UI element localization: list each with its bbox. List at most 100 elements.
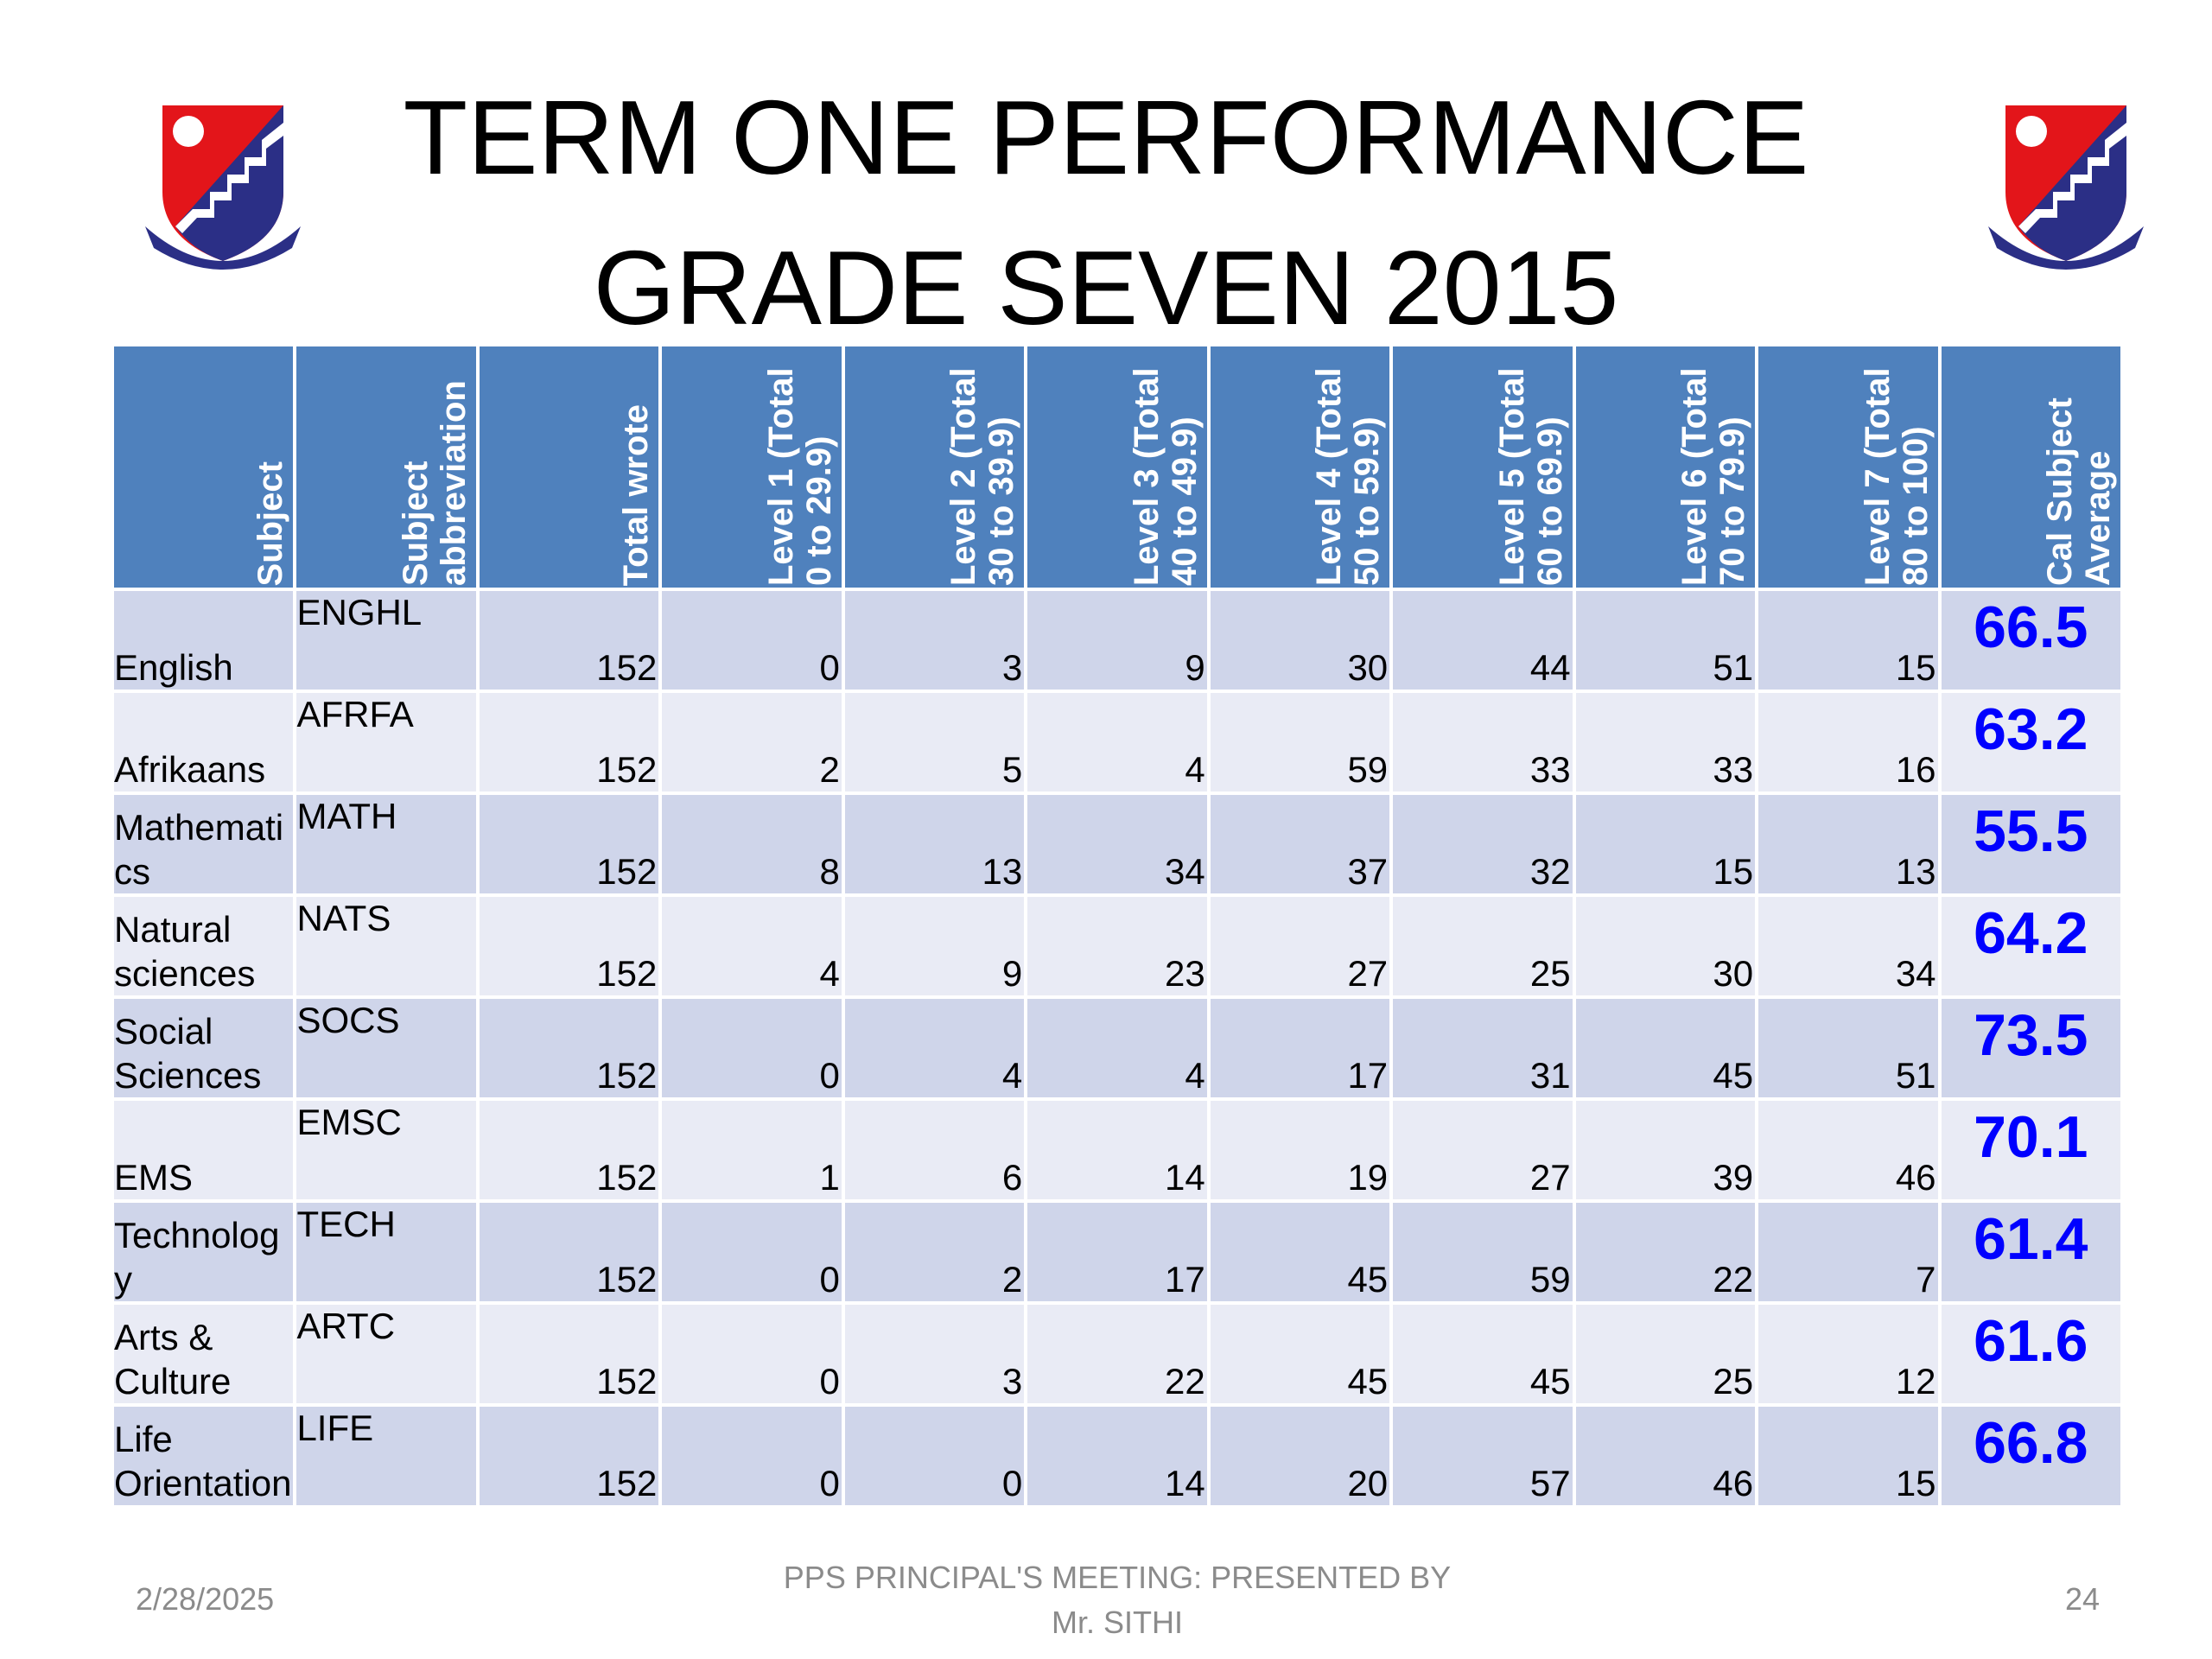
table-cell: 17 xyxy=(1210,999,1390,1097)
table-cell: 59 xyxy=(1210,693,1390,791)
table-cell: 51 xyxy=(1758,999,1938,1097)
table-cell: 66.8 xyxy=(1941,1407,2120,1505)
table-cell: 61.6 xyxy=(1941,1305,2120,1403)
table-cell: 22 xyxy=(1027,1305,1207,1403)
header-text: Level 1 (Total 0 to 29.9) xyxy=(761,367,838,586)
table-cell: SOCS xyxy=(296,999,476,1097)
table-cell: 15 xyxy=(1758,1407,1938,1505)
table-cell: EMSC xyxy=(296,1101,476,1199)
table-cell: TECH xyxy=(296,1203,476,1301)
table-cell: 1 xyxy=(662,1101,842,1199)
table-cell: 13 xyxy=(1758,795,1938,893)
header-cell: Level 5 (Total 60 to 69.9) xyxy=(1393,346,1573,588)
table-cell: AFRFA xyxy=(296,693,476,791)
table-cell: 4 xyxy=(662,897,842,995)
header-cell: Subject xyxy=(114,346,294,588)
table-cell: 4 xyxy=(1027,693,1207,791)
table-cell: Afrikaans xyxy=(114,693,294,791)
header-text: Level 6 (Total 70 to 79.9) xyxy=(1675,367,1752,586)
table-cell: 152 xyxy=(479,693,659,791)
table-cell: 152 xyxy=(479,999,659,1097)
table-cell: 19 xyxy=(1210,1101,1390,1199)
table-cell: 4 xyxy=(1027,999,1207,1097)
table-cell: 31 xyxy=(1393,999,1573,1097)
table-cell: 152 xyxy=(479,1203,659,1301)
header-cell: Level 7 (Total 80 to 100) xyxy=(1758,346,1938,588)
table-cell: NATS xyxy=(296,897,476,995)
table-cell: 17 xyxy=(1027,1203,1207,1301)
table-cell: Life Orientation xyxy=(114,1407,294,1505)
title-line: TERM ONE PERFORMANCE xyxy=(403,79,1809,196)
header-cell: Level 6 (Total 70 to 79.9) xyxy=(1575,346,1756,588)
table-cell: 73.5 xyxy=(1941,999,2120,1097)
table-cell: 7 xyxy=(1758,1203,1938,1301)
header-cell: Total wrote xyxy=(479,346,659,588)
header-text: Level 3 (Total 40 to 49.9) xyxy=(1127,367,1204,586)
table-cell: 45 xyxy=(1210,1305,1390,1403)
header-text: Subject abbreviation xyxy=(396,380,473,586)
table-cell: 66.5 xyxy=(1941,591,2120,690)
table-cell: 45 xyxy=(1575,999,1756,1097)
table-cell: 30 xyxy=(1575,897,1756,995)
table-cell: Technology xyxy=(114,1203,294,1301)
table-cell: 14 xyxy=(1027,1407,1207,1505)
table-cell: 4 xyxy=(844,999,1025,1097)
table: Subject Subject abbreviation Total wrote Le… xyxy=(114,346,2120,1505)
header-text: Level 5 (Total 60 to 69.9) xyxy=(1492,367,1569,586)
table-cell: 34 xyxy=(1758,897,1938,995)
header-text: Level 7 (Total 80 to 100) xyxy=(1858,367,1935,586)
header-cell: Cal Subject Average xyxy=(1941,346,2120,588)
logo xyxy=(1988,105,2144,270)
table-cell: 0 xyxy=(662,1203,842,1301)
table-cell: 152 xyxy=(479,1101,659,1199)
table-cell: Arts & Culture xyxy=(114,1305,294,1403)
table-cell: 152 xyxy=(479,1407,659,1505)
table-cell: 8 xyxy=(662,795,842,893)
table-cell: 57 xyxy=(1393,1407,1573,1505)
header-cell: Level 4 (Total 50 to 59.9) xyxy=(1210,346,1390,588)
table-cell: 12 xyxy=(1758,1305,1938,1403)
table-cell: 152 xyxy=(479,795,659,893)
footer-date: 2/28/2025 xyxy=(136,1581,275,1617)
table-cell: 45 xyxy=(1210,1203,1390,1301)
header-text: Cal Subject Average xyxy=(2040,397,2117,586)
table-cell: ENGHL xyxy=(296,591,476,690)
table-cell: 37 xyxy=(1210,795,1390,893)
table-cell: 152 xyxy=(479,591,659,690)
table-cell: 51 xyxy=(1575,591,1756,690)
table-cell: 9 xyxy=(844,897,1025,995)
table-cell: LIFE xyxy=(296,1407,476,1505)
table-cell: 0 xyxy=(662,1305,842,1403)
table-cell: 5 xyxy=(844,693,1025,791)
table-cell: 0 xyxy=(844,1407,1025,1505)
table-cell: 3 xyxy=(844,1305,1025,1403)
header-text: Level 4 (Total 50 to 59.9) xyxy=(1310,367,1387,586)
table-cell: 22 xyxy=(1575,1203,1756,1301)
table-cell: 32 xyxy=(1393,795,1573,893)
logo xyxy=(145,105,301,270)
table-cell: 63.2 xyxy=(1941,693,2120,791)
table-cell: 23 xyxy=(1027,897,1207,995)
table-cell: 16 xyxy=(1758,693,1938,791)
table-cell: 152 xyxy=(479,897,659,995)
table-cell: 34 xyxy=(1027,795,1207,893)
table-cell: 70.1 xyxy=(1941,1101,2120,1199)
table-cell: 46 xyxy=(1758,1101,1938,1199)
table-cell: EMS xyxy=(114,1101,294,1199)
footer-presenter: PPS PRINCIPAL'S MEETING: PRESENTED BY Mr… xyxy=(783,1560,1452,1640)
table-cell: 152 xyxy=(479,1305,659,1403)
table-cell: 61.4 xyxy=(1941,1203,2120,1301)
table-cell: 27 xyxy=(1210,897,1390,995)
header-text: Level 2 (Total 30 to 39.9) xyxy=(944,367,1021,586)
table-cell: 59 xyxy=(1393,1203,1573,1301)
table-cell: 15 xyxy=(1575,795,1756,893)
table-cell: 33 xyxy=(1393,693,1573,791)
table-cell: 27 xyxy=(1393,1101,1573,1199)
header-text: Subject xyxy=(251,461,290,586)
table-cell: ARTC xyxy=(296,1305,476,1403)
table-cell: 45 xyxy=(1393,1305,1573,1403)
header-cell: Level 1 (Total 0 to 29.9) xyxy=(662,346,842,588)
table-cell: Natural sciences xyxy=(114,897,294,995)
table-cell: 14 xyxy=(1027,1101,1207,1199)
